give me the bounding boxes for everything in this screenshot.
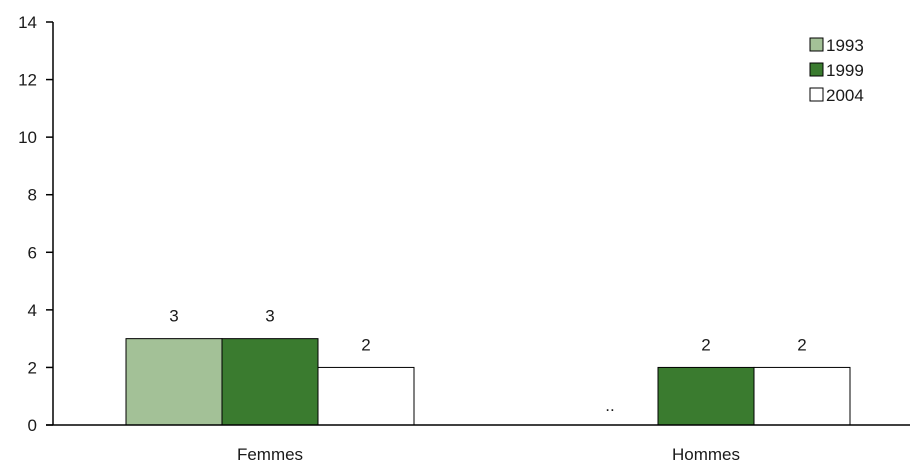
- y-tick-label: 12: [18, 71, 37, 90]
- y-tick-label: 4: [28, 301, 37, 320]
- legend-label: 2004: [826, 86, 864, 105]
- axes: [46, 22, 910, 426]
- y-tick-label: 0: [28, 416, 37, 435]
- category-label: Hommes: [672, 445, 740, 464]
- data-label-femmes-1993: 3: [169, 307, 178, 326]
- legend-swatch-1999: [809, 62, 824, 77]
- y-tick-label: 8: [28, 186, 37, 205]
- bar-femmes-1993: [125, 338, 223, 426]
- bars: [125, 338, 851, 426]
- data-label-hommes-1999: 2: [701, 335, 710, 354]
- legend-label: 1999: [826, 61, 864, 80]
- data-label-hommes-2004: 2: [797, 335, 806, 354]
- data-labels: 3 3 2.. 2 2: [169, 307, 806, 415]
- data-label-femmes-1999: 3: [265, 307, 274, 326]
- category-label: Femmes: [237, 445, 303, 464]
- y-axis-ticks: 0 2 4 6 8 10 12 14: [18, 13, 53, 435]
- bar-hommes-2004: [753, 366, 851, 426]
- legend-label: 1993: [826, 36, 864, 55]
- bar-hommes-1999: [657, 366, 755, 426]
- legend: 1993 1999 2004: [809, 36, 864, 105]
- legend-swatch-2004: [809, 87, 824, 102]
- category-labels: Femmes Hommes: [237, 445, 740, 464]
- y-tick-label: 10: [18, 128, 37, 147]
- bar-femmes-2004: [317, 366, 415, 426]
- legend-swatch-1993: [809, 37, 824, 52]
- bar-femmes-1999: [221, 338, 319, 426]
- data-label-femmes-2004: 2: [361, 335, 370, 354]
- data-label-hommes-1993: ..: [605, 396, 614, 415]
- y-tick-label: 2: [28, 358, 37, 377]
- y-tick-label: 6: [28, 243, 37, 262]
- y-tick-label: 14: [18, 13, 37, 32]
